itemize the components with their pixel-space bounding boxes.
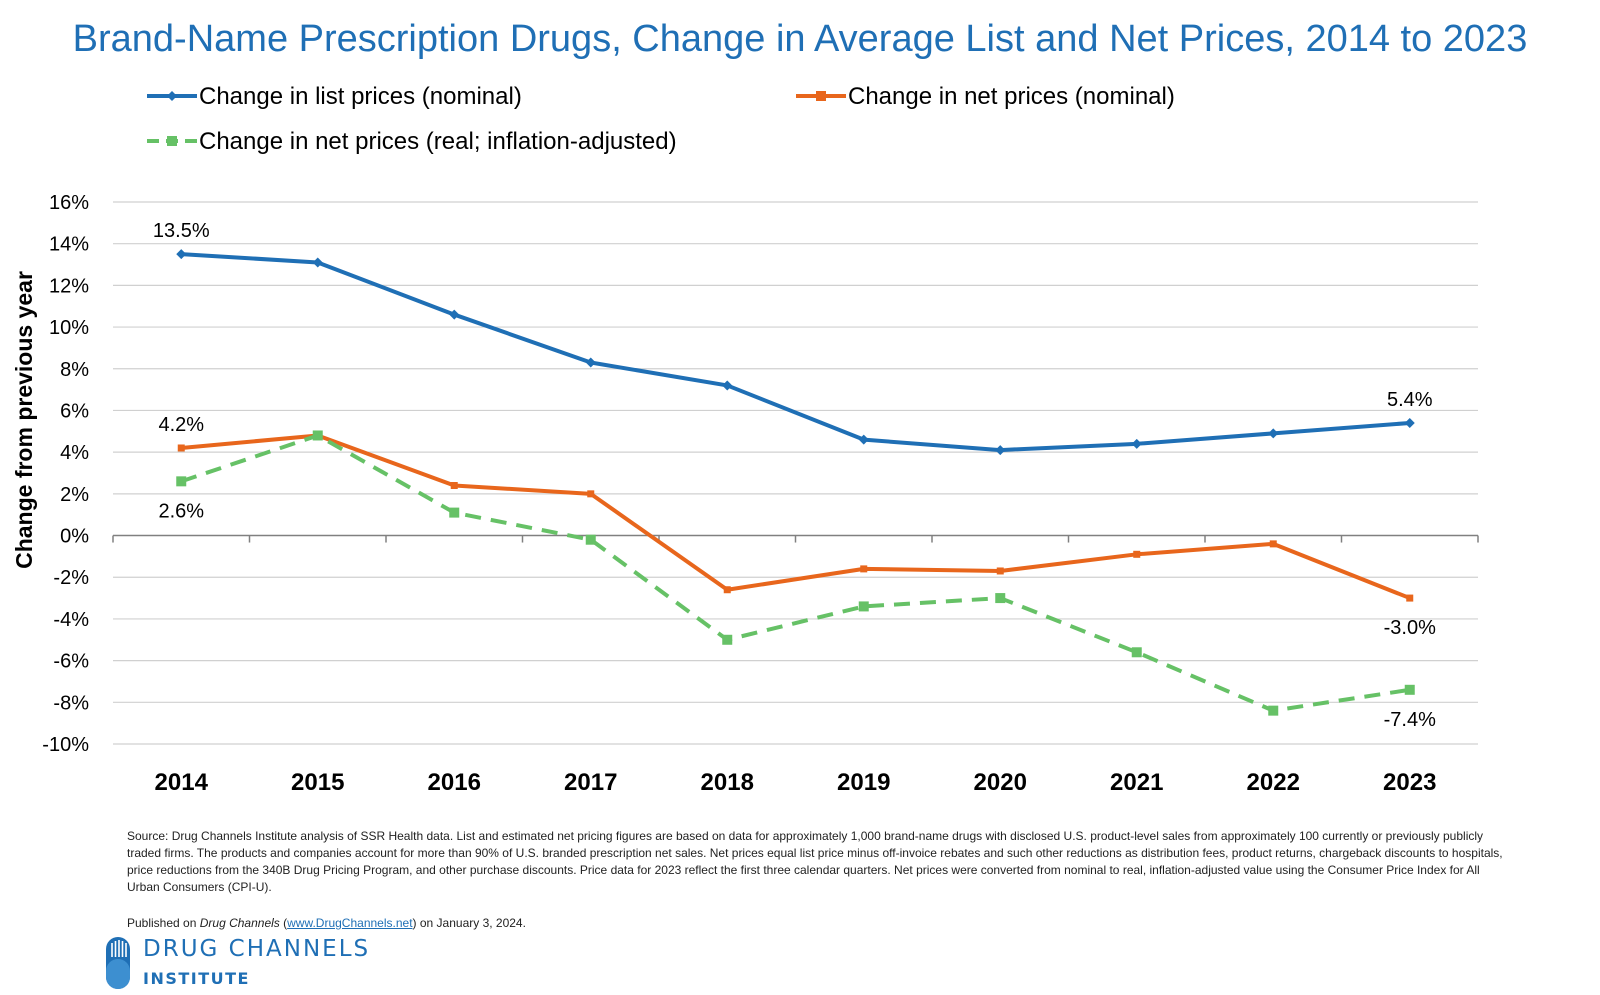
y-tick-label: 6% <box>60 400 89 422</box>
data-labels: 13.5% 5.4% 4.2% -3.0% 2.6% -7.4% <box>153 220 1436 731</box>
data-point <box>858 434 869 445</box>
data-point <box>1133 550 1141 558</box>
capsule-icon <box>106 937 130 989</box>
y-tick-label: -10% <box>42 734 89 756</box>
data-point <box>1131 647 1142 658</box>
legend-label-3: Change in net prices (real; inflation-ad… <box>199 128 677 155</box>
y-tick-label: 10% <box>49 317 89 339</box>
data-point <box>585 357 596 368</box>
data-point <box>1404 417 1415 428</box>
y-tick-label: -2% <box>53 567 89 589</box>
data-point <box>450 482 458 490</box>
data-point <box>858 601 869 612</box>
x-tick-label: 2021 <box>1110 769 1163 796</box>
y-tick-label: 4% <box>60 442 89 464</box>
legend-marker <box>167 136 177 146</box>
data-point <box>860 565 868 573</box>
legend-label-1: Change in list prices (nominal) <box>199 83 522 110</box>
published-site: Drug Channels <box>199 916 280 930</box>
data-point <box>1268 428 1279 439</box>
x-tick-label: 2015 <box>291 769 344 796</box>
data-point <box>996 567 1004 575</box>
data-label: 13.5% <box>153 220 210 242</box>
published-suffix: ) on January 3, 2024. <box>412 916 526 930</box>
legend-marker <box>816 91 826 101</box>
y-tick-label: 16% <box>49 192 89 214</box>
data-point <box>176 249 187 260</box>
data-point <box>1269 540 1277 548</box>
data-point <box>722 380 733 391</box>
data-label: 2.6% <box>158 500 204 522</box>
y-tick-label: 8% <box>60 359 89 381</box>
data-point <box>176 476 187 487</box>
data-point <box>1406 594 1414 602</box>
data-point <box>1404 684 1415 695</box>
series-line-1 <box>181 252 1410 453</box>
series-lines <box>176 249 1415 716</box>
legend: Change in list prices (nominal) Change in… <box>147 83 1175 155</box>
data-point <box>177 444 185 452</box>
published-open: ( <box>279 916 288 930</box>
logo-text-line1: DRUG CHANNELS <box>143 936 371 962</box>
grid-lines <box>113 201 1478 745</box>
y-axis-label: Change from previous year <box>11 271 37 569</box>
data-point <box>1268 705 1279 716</box>
data-point <box>449 309 460 320</box>
series-line-3 <box>180 433 1411 713</box>
data-label: -7.4% <box>1384 709 1436 731</box>
data-point <box>585 534 596 545</box>
published-line: Published on Drug Channels (www.DrugChan… <box>127 916 526 930</box>
y-tick-label: -8% <box>53 692 89 714</box>
data-point <box>587 490 595 498</box>
legend-marker <box>167 91 177 101</box>
data-label: 5.4% <box>1387 389 1433 411</box>
x-tick-label: 2016 <box>428 769 481 796</box>
data-point <box>995 593 1006 604</box>
data-point <box>312 257 323 268</box>
x-tick-label: 2022 <box>1247 769 1300 796</box>
y-tick-label: -4% <box>53 609 89 631</box>
y-tick-label: 14% <box>49 234 89 256</box>
data-point <box>995 445 1006 456</box>
data-point <box>1131 438 1142 449</box>
x-tick-label: 2019 <box>837 769 890 796</box>
data-label: 4.2% <box>158 414 204 436</box>
x-tick-label: 2014 <box>155 769 209 796</box>
x-tick-label: 2023 <box>1383 769 1436 796</box>
x-axis-ticks: 2014 2015 2016 2017 2018 2019 2020 2021 2022 2023 <box>155 769 1437 796</box>
y-axis-ticks: 16% 14% 12% 10% 8% 6% 4% 2% 0% -2% -4% -6% -8% -10% <box>42 192 89 756</box>
y-tick-label: 12% <box>49 275 89 297</box>
y-tick-label: -6% <box>53 651 89 673</box>
legend-label-2: Change in net prices (nominal) <box>848 83 1175 110</box>
data-label: -3.0% <box>1384 617 1436 639</box>
source-note: Source: Drug Channels Institute analysis… <box>127 829 1503 894</box>
chart-title: Brand-Name Prescription Drugs, Change in… <box>72 18 1528 60</box>
data-point <box>312 430 323 441</box>
x-tick-label: 2017 <box>564 769 617 796</box>
data-point <box>723 586 731 594</box>
published-prefix: Published on <box>127 916 200 930</box>
x-axis <box>112 534 1479 543</box>
published-link[interactable]: www.DrugChannels.net <box>287 916 413 930</box>
data-point <box>449 507 460 518</box>
y-tick-label: 0% <box>60 526 89 548</box>
y-tick-label: 2% <box>60 484 89 506</box>
x-tick-label: 2018 <box>701 769 754 796</box>
logo-text-line2: INSTITUTE <box>143 969 250 988</box>
data-point <box>722 634 733 645</box>
x-tick-label: 2020 <box>974 769 1027 796</box>
series-line-2 <box>181 433 1411 600</box>
